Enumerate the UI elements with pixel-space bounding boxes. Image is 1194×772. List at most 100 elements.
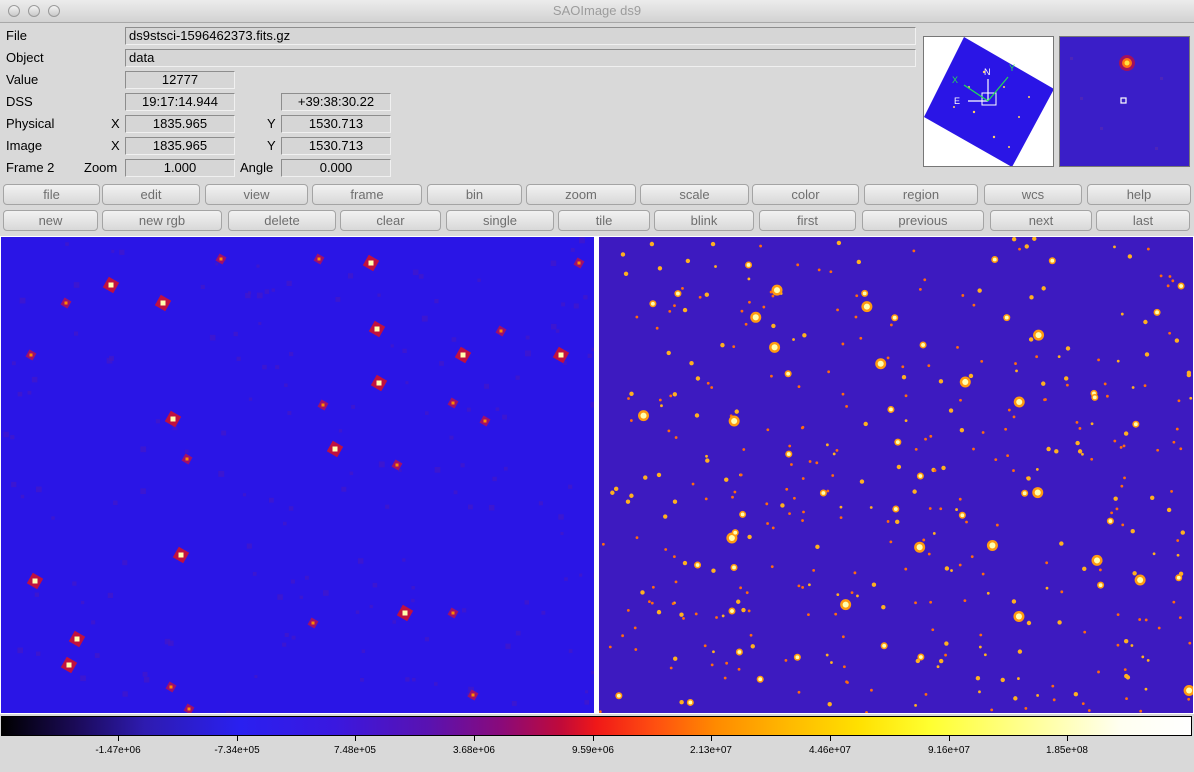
menu-scale-button[interactable]: scale xyxy=(640,184,749,205)
star-source xyxy=(711,568,716,573)
faint-source xyxy=(291,635,296,640)
faint-source xyxy=(31,376,38,383)
faint-source xyxy=(424,411,429,415)
minimize-window-button[interactable] xyxy=(28,5,40,17)
star-source xyxy=(978,690,981,694)
star-source xyxy=(850,591,854,594)
menu-view-button[interactable]: view xyxy=(205,184,308,205)
frame-clear-button[interactable]: clear xyxy=(340,210,441,231)
star-source xyxy=(1130,529,1135,534)
star-source xyxy=(1113,496,1118,501)
star-source xyxy=(914,447,918,451)
faint-source xyxy=(17,391,23,397)
star-core xyxy=(752,314,759,321)
frame-first-button[interactable]: first xyxy=(759,210,856,231)
menu-bin-button[interactable]: bin xyxy=(427,184,522,205)
star-source xyxy=(714,265,717,268)
zoom-window-button[interactable] xyxy=(48,5,60,17)
star-source xyxy=(955,508,958,511)
faint-source xyxy=(558,514,564,520)
frame-single-button[interactable]: single xyxy=(446,210,554,231)
frame-1[interactable] xyxy=(1,237,594,713)
faint-source xyxy=(347,273,354,279)
frame-new-rgb-button[interactable]: new rgb xyxy=(102,210,222,231)
star-source xyxy=(1081,452,1084,456)
star-source xyxy=(929,600,933,604)
star-source xyxy=(634,648,638,651)
star-source xyxy=(1045,561,1049,565)
faint-source xyxy=(3,431,9,438)
colorbar[interactable] xyxy=(1,716,1192,736)
frame-delete-button[interactable]: delete xyxy=(228,210,336,231)
star-core xyxy=(728,535,735,542)
star-source xyxy=(825,443,829,447)
faint-source xyxy=(111,249,115,253)
faint-source xyxy=(392,620,396,624)
faint-source xyxy=(468,686,475,693)
faint-source xyxy=(411,598,415,603)
star-source xyxy=(841,342,845,346)
frame-next-button[interactable]: next xyxy=(990,210,1092,231)
frame-blink-button[interactable]: blink xyxy=(654,210,754,231)
star-core xyxy=(616,693,621,698)
faint-source xyxy=(35,651,41,656)
star-source xyxy=(863,421,868,427)
faint-source xyxy=(256,264,260,268)
menu-region-button[interactable]: region xyxy=(864,184,978,205)
frame-new-button[interactable]: new xyxy=(3,210,98,231)
menu-color-button[interactable]: color xyxy=(752,184,859,205)
star-source xyxy=(801,477,805,480)
menu-file-button[interactable]: file xyxy=(3,184,100,205)
star-source xyxy=(1152,552,1156,556)
close-window-button[interactable] xyxy=(8,5,20,17)
menu-frame-button[interactable]: frame xyxy=(312,184,422,205)
star-source xyxy=(865,711,868,713)
star-core xyxy=(786,452,791,457)
menu-zoom-button[interactable]: zoom xyxy=(526,184,636,205)
star-source xyxy=(710,386,714,389)
frame-previous-button[interactable]: previous xyxy=(862,210,984,231)
faint-source xyxy=(515,375,520,380)
star-source xyxy=(1097,358,1100,362)
star-core xyxy=(730,609,734,613)
dss-ra-field: 19:17:14.944 xyxy=(125,93,235,111)
star-source xyxy=(1000,677,1005,683)
faint-source xyxy=(484,383,490,389)
faint-source xyxy=(495,407,500,411)
star-source xyxy=(975,676,981,681)
faint-source xyxy=(299,595,303,599)
faint-source xyxy=(593,573,594,579)
menu-edit-button[interactable]: edit xyxy=(102,184,200,205)
star-source xyxy=(750,644,755,649)
star-source xyxy=(715,616,718,619)
star-source xyxy=(886,520,890,523)
star-source xyxy=(1116,359,1120,363)
colorbar-tick-label: -1.47e+06 xyxy=(95,745,141,756)
star-source xyxy=(68,630,86,648)
star-source xyxy=(741,607,746,613)
menu-help-button[interactable]: help xyxy=(1087,184,1191,205)
frame-tile-button[interactable]: tile xyxy=(558,210,650,231)
physical-y-field: 1530.713 xyxy=(281,115,391,133)
faint-source xyxy=(233,331,238,337)
star-source xyxy=(1175,427,1179,431)
frame-2[interactable] xyxy=(599,237,1193,713)
star-core xyxy=(1050,258,1055,263)
panner[interactable]: N E X Y xyxy=(923,36,1054,167)
star-source xyxy=(1103,382,1107,386)
star-source xyxy=(834,612,838,616)
star-source xyxy=(853,571,857,575)
faint-source xyxy=(286,280,292,287)
faint-source xyxy=(335,296,341,302)
star-source xyxy=(732,345,736,349)
star-source xyxy=(685,258,691,264)
faint-source xyxy=(271,288,275,292)
star-source xyxy=(706,381,710,385)
faint-source xyxy=(405,677,410,682)
star-source xyxy=(901,374,907,380)
faint-source xyxy=(587,353,592,359)
menu-wcs-button[interactable]: wcs xyxy=(984,184,1082,205)
star-source xyxy=(958,497,962,501)
frame-last-button[interactable]: last xyxy=(1096,210,1190,231)
faint-source xyxy=(119,249,125,255)
